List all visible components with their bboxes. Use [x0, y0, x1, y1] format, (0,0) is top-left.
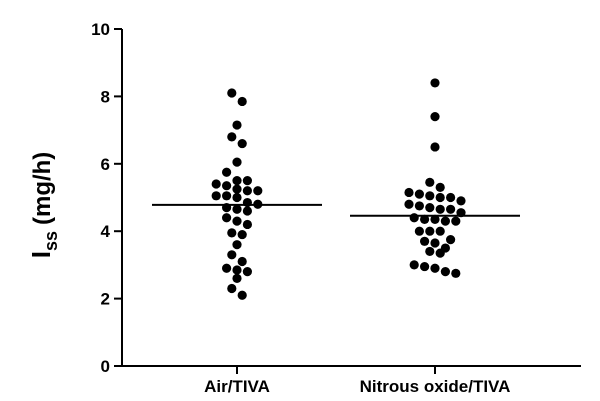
data-point — [227, 228, 237, 238]
data-point — [440, 267, 450, 277]
data-point — [211, 179, 221, 189]
data-point — [242, 267, 252, 277]
data-point — [232, 216, 242, 226]
data-point — [430, 142, 440, 152]
data-point — [409, 213, 419, 223]
data-point — [435, 248, 445, 258]
data-point — [237, 96, 247, 107]
y-axis-title: Iss (mg/h) — [26, 152, 61, 259]
data-point — [242, 206, 252, 216]
data-point — [430, 238, 440, 248]
data-point — [414, 201, 424, 211]
data-point — [414, 189, 424, 199]
data-point — [404, 187, 414, 198]
data-point — [420, 214, 430, 225]
data-point — [435, 192, 445, 203]
data-point — [242, 219, 252, 230]
data-point — [420, 236, 430, 246]
data-point — [237, 138, 247, 149]
data-point — [430, 263, 440, 273]
y-tick-label: 2 — [101, 290, 110, 309]
data-point — [446, 192, 456, 203]
y-tick-label: 6 — [101, 155, 110, 174]
y-axis-title-main: I — [26, 251, 56, 258]
data-point — [227, 250, 237, 260]
data-point — [232, 240, 242, 250]
data-point — [456, 196, 466, 206]
data-point — [232, 204, 242, 214]
category-label: Nitrous oxide/TIVA — [360, 377, 511, 396]
data-point — [227, 88, 237, 98]
data-point — [227, 283, 237, 294]
data-point — [430, 214, 440, 225]
data-point — [425, 177, 435, 187]
data-point — [435, 182, 445, 192]
data-point — [435, 204, 445, 214]
data-point — [237, 290, 247, 300]
data-point — [232, 120, 242, 130]
data-point — [404, 199, 414, 209]
data-point — [222, 167, 232, 177]
y-tick-label: 10 — [91, 20, 110, 39]
data-point — [435, 226, 445, 236]
data-point — [242, 186, 252, 196]
data-point — [430, 78, 440, 88]
data-point — [446, 235, 456, 245]
y-tick-label: 0 — [101, 357, 110, 376]
data-point — [232, 273, 242, 283]
data-point — [222, 191, 232, 201]
data-point — [211, 191, 221, 201]
data-point — [227, 132, 237, 142]
data-point — [425, 191, 435, 201]
y-axis-title-unit: (mg/h) — [29, 152, 56, 225]
data-point — [237, 256, 247, 267]
data-point — [222, 263, 232, 273]
category-label: Air/TIVA — [204, 377, 270, 396]
data-point — [451, 216, 461, 226]
data-point — [430, 112, 440, 122]
data-point — [425, 246, 435, 257]
data-point — [232, 157, 242, 167]
data-point — [232, 192, 242, 203]
data-point — [456, 208, 466, 218]
y-tick-label: 4 — [101, 222, 111, 241]
data-point — [222, 181, 232, 191]
y-axis-title-subscript: ss — [41, 231, 61, 251]
data-point — [222, 203, 232, 213]
x-axis-ticks: Air/TIVA Nitrous oxide/TIVA — [204, 366, 510, 396]
data-point — [440, 216, 450, 226]
y-tick-label: 8 — [101, 87, 110, 106]
data-point — [237, 229, 247, 240]
data-point — [446, 204, 456, 214]
data-point — [425, 226, 435, 236]
data-point — [414, 226, 424, 236]
data-point — [232, 176, 242, 186]
data-point — [242, 197, 252, 208]
svg-text:Iss(mg/h): Iss (mg/h) — [26, 152, 61, 259]
y-axis-ticks: 0 2 4 6 8 10 — [91, 20, 122, 376]
data-point — [420, 261, 430, 272]
data-point — [242, 176, 252, 186]
data-points — [211, 78, 466, 300]
data-point — [253, 186, 263, 196]
data-point — [253, 199, 263, 209]
data-point — [222, 213, 232, 223]
data-point — [451, 268, 461, 278]
data-point — [425, 203, 435, 213]
data-point — [232, 184, 242, 194]
data-point — [409, 260, 419, 270]
data-point — [232, 265, 242, 275]
